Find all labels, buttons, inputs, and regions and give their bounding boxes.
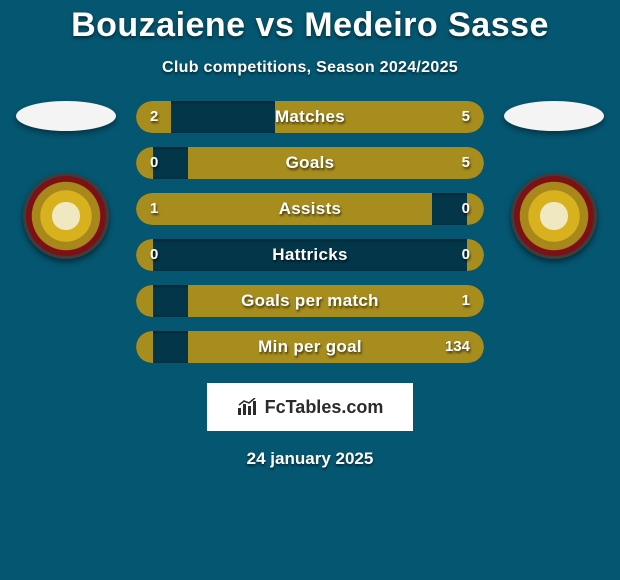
- stat-row: 0 Hattricks 0: [136, 239, 484, 271]
- stat-label: Matches: [136, 101, 484, 133]
- subtitle: Club competitions, Season 2024/2025: [0, 59, 620, 77]
- stat-value-right: 5: [462, 147, 470, 179]
- player-left-photo: [16, 101, 116, 131]
- stat-row: Min per goal 134: [136, 331, 484, 363]
- stat-row: 0 Goals 5: [136, 147, 484, 179]
- player-left-club-logo: [23, 173, 109, 259]
- stat-row: Goals per match 1: [136, 285, 484, 317]
- stat-row: 2 Matches 5: [136, 101, 484, 133]
- brand-watermark: FcTables.com: [207, 383, 413, 431]
- stat-label: Goals per match: [136, 285, 484, 317]
- player-right-photo: [504, 101, 604, 131]
- stat-label: Goals: [136, 147, 484, 179]
- stat-value-right: 0: [462, 193, 470, 225]
- stat-label: Min per goal: [136, 331, 484, 363]
- comparison-panel: 2 Matches 5 0 Goals 5 1 Assists 0 0 Hatt…: [0, 101, 620, 377]
- stat-label: Assists: [136, 193, 484, 225]
- stat-value-right: 0: [462, 239, 470, 271]
- player-left-column: [6, 101, 126, 259]
- stat-value-right: 5: [462, 101, 470, 133]
- stat-label: Hattricks: [136, 239, 484, 271]
- player-right-column: [494, 101, 614, 259]
- stat-bars: 2 Matches 5 0 Goals 5 1 Assists 0 0 Hatt…: [126, 101, 494, 377]
- player-right-club-logo: [511, 173, 597, 259]
- page-title: Bouzaiene vs Medeiro Sasse: [0, 0, 620, 45]
- brand-text: FcTables.com: [265, 397, 384, 418]
- chart-icon: [237, 398, 259, 416]
- stat-value-right: 1: [462, 285, 470, 317]
- stat-row: 1 Assists 0: [136, 193, 484, 225]
- stat-value-right: 134: [445, 331, 470, 363]
- date-stamp: 24 january 2025: [0, 449, 620, 469]
